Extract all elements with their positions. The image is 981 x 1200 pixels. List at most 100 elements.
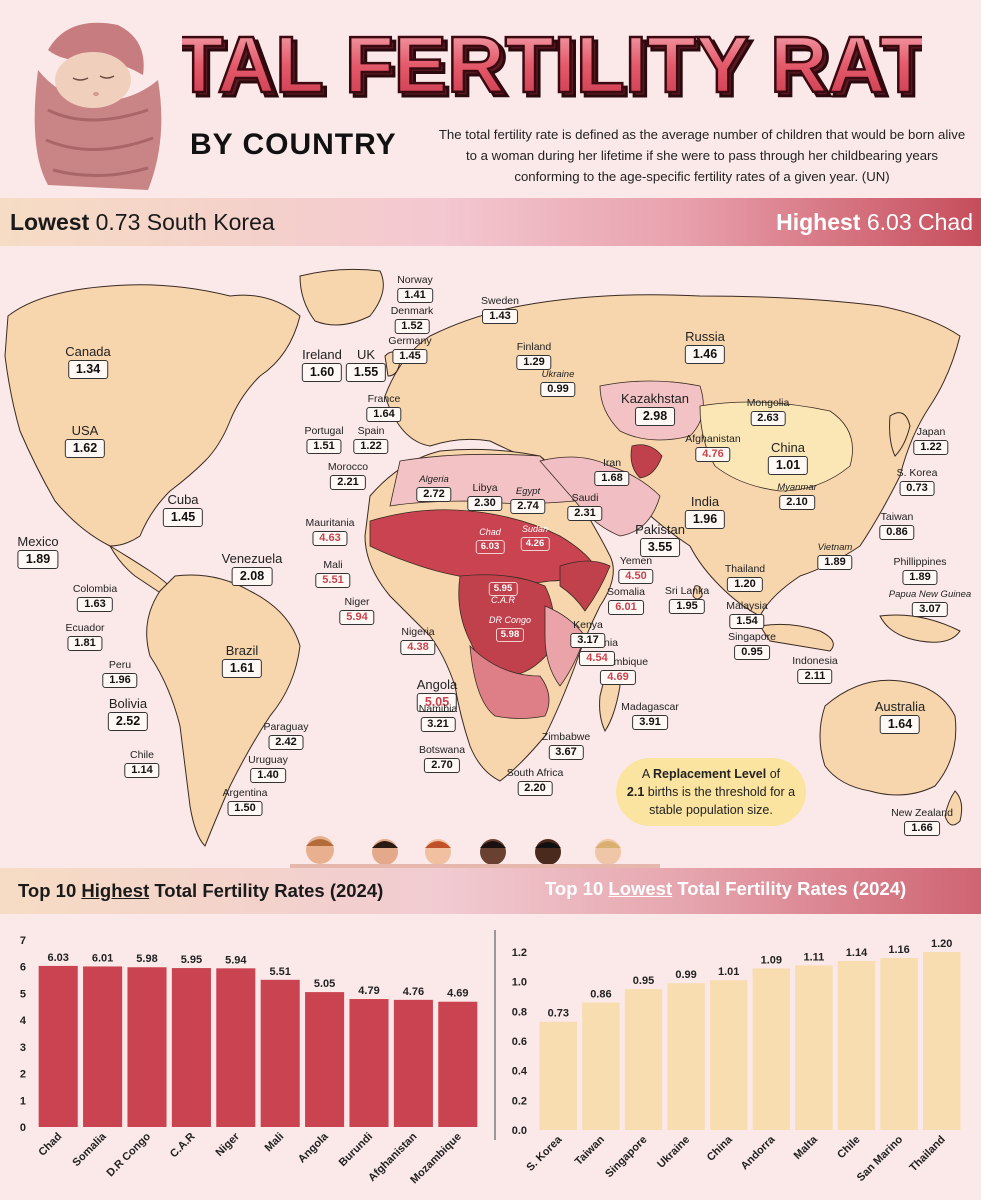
highest-banner: Highest 6.03 Chad [776,209,973,236]
map-label-south-africa: South Africa 2.20 [506,767,564,796]
map-label-brazil: Brazil 1.61 [221,644,263,678]
png-shape [879,614,961,643]
bar [667,983,705,1130]
map-label-morocco: Morocco 2.21 [327,461,369,490]
map-label-libya: Libya 2.30 [467,483,503,511]
map-label-mongolia: Mongolia 2.63 [746,397,790,426]
bar-value-label: 1.09 [761,954,782,966]
category-label: Taiwan [573,1133,607,1167]
svg-text:TOTAL FERTILITY RATES: TOTAL FERTILITY RATES [182,24,922,113]
y-tick-label: 1.2 [512,947,527,959]
bar-value-label: 1.01 [718,966,739,978]
map-label-colombia: Colombia 1.63 [72,583,118,612]
page-subtitle: BY COUNTRY [190,128,397,161]
map-label-namibia: Namibia 3.21 [418,703,458,732]
page-title: TOTAL FERTILITY RATES TOTAL FERTILITY RA… [182,19,922,114]
category-label: Somalia [70,1130,109,1169]
map-label-thailand: Thailand 1.20 [724,563,766,592]
map-label-mozambique: Mozambique 4.69 [587,656,649,685]
highest-title-emph: Highest [81,880,150,901]
map-label-phillippines: Phillippines 1.89 [893,556,947,585]
svg-text:TOTAL FERTILITY RATES: TOTAL FERTILITY RATES [182,20,922,109]
map-label-mali: Mali 5.51 [315,560,351,588]
east-africa-region [544,605,586,687]
greenland-shape [299,268,384,326]
map-label-usa: USA 1.62 [64,424,106,458]
bar [127,967,167,1127]
y-tick-label: 0.2 [512,1095,527,1107]
category-label: C.A.R [168,1131,198,1161]
lowest-tfr-chart: 0.0 0.2 0.4 0.6 0.8 1.0 1.2 0.73 S. Korea 0.86 Tai… [512,938,961,1184]
map-label-paraguay: Paraguay 2.42 [263,721,309,750]
highest-country: Chad [918,209,973,235]
bar-value-label: 1.11 [803,951,824,963]
map-label-malaysia: Malaysia 1.54 [726,600,768,629]
definition-text: The total fertility rate is defined as t… [438,127,966,184]
bar [349,999,389,1127]
category-label: Malta [792,1133,821,1162]
map-label-egypt: Egypt 2.74 [510,487,546,514]
map-label-ukraine: Ukraine 0.99 [540,369,576,397]
highest-value: 6.03 [866,209,912,235]
lowest-title-post: Total Fertility Rates (2024) [677,878,907,899]
map-label-png: Papua New Guinea 3.07 [888,589,972,617]
map-label-norway: Norway 1.41 [397,274,433,303]
bar-value-label: 5.51 [269,966,290,978]
map-label-myanmar: Myanmar 2.10 [777,482,817,510]
horn-africa-region [559,560,611,612]
highest-chart-title: Top 10 Highest Total Fertility Rates (20… [18,880,383,902]
category-label: Chile [835,1134,863,1162]
australia-shape [819,679,957,796]
bar [438,1001,478,1127]
category-label: D.R Congo [104,1130,153,1179]
replacement-mid: of [769,767,781,781]
map-label-nigeria: Nigeria 4.38 [400,626,436,655]
category-label: S. Korea [524,1133,565,1174]
map-label-china: China 1.01 [767,441,809,475]
north-america-shape [4,284,301,547]
new-zealand-shape [944,790,963,826]
category-label: Ukraine [655,1134,692,1171]
world-map [4,268,963,847]
bar [216,968,256,1127]
y-tick-label: 1.0 [512,977,527,989]
y-tick-label: 0 [20,1122,26,1134]
map-label-yemen: Yemen 4.50 [618,555,654,584]
sri-lanka-shape [692,585,703,600]
map-label-uk: UK 1.55 [345,348,387,382]
map-label-portugal: Portugal 1.51 [304,425,344,454]
highest-tfr-chart: 0 1 2 3 4 5 6 7 6.03 Chad 6.01 Somalia 5.98 D.R Congo… [20,935,478,1186]
map-label-uruguay: Uruguay 1.40 [248,754,288,783]
bar-value-label: 1.14 [846,947,868,959]
bar-value-label: 1.16 [888,944,909,956]
category-label: China [705,1133,736,1164]
bar [83,966,123,1127]
bar-value-label: 6.03 [47,952,68,964]
children-illustration [290,836,660,872]
category-label: Andorra [739,1133,778,1172]
japan-shape [889,412,911,457]
bar-value-label: 5.98 [136,953,157,965]
map-label-indonesia: Indonesia 2.11 [792,655,838,684]
y-tick-label: 0.8 [512,1006,527,1018]
category-label: Burundi [337,1131,375,1169]
replacement-value: 2.1 [626,785,645,799]
category-label: Angola [296,1130,331,1165]
category-label: Singapore [603,1134,650,1181]
category-label: Niger [214,1130,243,1159]
afghanistan-region [630,444,663,479]
map-label-afghanistan: Afghanistan 4.76 [685,433,741,462]
lowest-title-pre: Top 10 [545,878,604,899]
charts-divider [494,930,496,1140]
map-label-car: 5.95 C.A.R [488,579,518,605]
bar-value-label: 4.79 [358,985,379,997]
lowest-value: 0.73 [95,209,141,235]
bar [795,965,833,1130]
map-label-angola: Angola 5.05 [417,678,457,712]
bar-value-label: 5.94 [225,954,247,966]
extremes-band [0,198,981,246]
y-tick-label: 0.4 [512,1066,528,1078]
lowest-banner: Lowest 0.73 South Korea [10,209,275,236]
bar [393,999,433,1127]
replacement-level-note: A Replacement Level of 2.1 births is the… [616,758,806,826]
